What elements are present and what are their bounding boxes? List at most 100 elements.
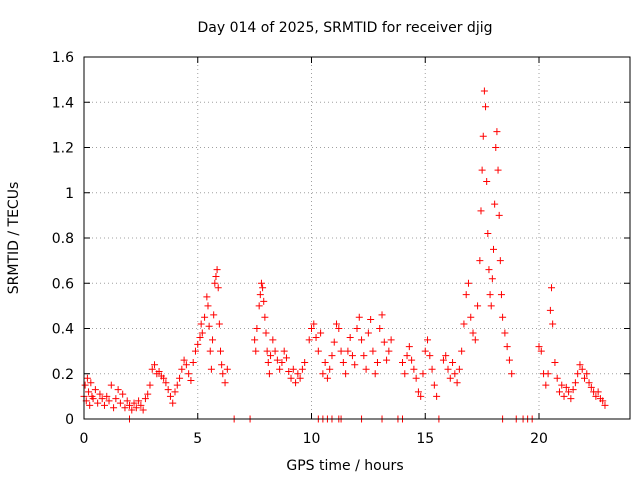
data-point-marker bbox=[252, 347, 260, 355]
x-axis-label: GPS time / hours bbox=[286, 458, 403, 474]
data-point-marker bbox=[546, 306, 554, 314]
data-point-marker bbox=[146, 381, 154, 389]
data-point-marker bbox=[583, 370, 591, 378]
data-point-marker bbox=[508, 370, 516, 378]
data-point-marker bbox=[198, 329, 206, 337]
data-point-marker bbox=[351, 361, 359, 369]
data-point-marker bbox=[119, 390, 127, 398]
data-point-marker bbox=[408, 356, 416, 364]
data-point-marker bbox=[574, 370, 582, 378]
data-point-marker bbox=[419, 370, 427, 378]
data-point-marker bbox=[278, 358, 286, 366]
data-point-marker bbox=[488, 275, 496, 283]
data-point-marker bbox=[353, 325, 361, 332]
data-point-marker bbox=[123, 397, 131, 405]
data-point-marker bbox=[219, 370, 227, 378]
data-point-marker bbox=[493, 128, 501, 136]
data-point-marker bbox=[601, 401, 609, 409]
data-point-marker bbox=[197, 320, 205, 328]
data-point-marker bbox=[126, 401, 133, 409]
data-point-marker bbox=[482, 103, 490, 111]
data-point-marker bbox=[273, 356, 281, 364]
data-point-marker bbox=[137, 401, 145, 409]
data-point-marker bbox=[328, 352, 336, 360]
data-point-marker bbox=[490, 245, 497, 253]
data-point-marker bbox=[486, 291, 494, 299]
data-point-marker bbox=[335, 325, 343, 332]
data-point-marker bbox=[555, 388, 563, 396]
data-point-marker bbox=[399, 358, 406, 366]
data-point-marker bbox=[211, 279, 219, 287]
data-point-marker bbox=[346, 334, 354, 342]
data-point-marker bbox=[412, 374, 420, 382]
data-point-marker bbox=[581, 374, 588, 382]
data-point-marker bbox=[317, 329, 325, 337]
data-point-marker bbox=[91, 386, 99, 394]
data-point-marker bbox=[178, 365, 186, 373]
data-point-marker bbox=[257, 279, 265, 287]
data-point-marker bbox=[116, 399, 124, 407]
data-point-marker bbox=[296, 374, 304, 382]
data-point-marker bbox=[223, 365, 231, 373]
data-point-marker bbox=[319, 370, 327, 378]
data-point-marker bbox=[587, 383, 595, 391]
data-point-marker bbox=[378, 311, 386, 319]
data-point-marker bbox=[544, 370, 552, 378]
data-point-marker bbox=[424, 336, 432, 344]
data-point-marker bbox=[100, 401, 108, 409]
data-point-marker bbox=[94, 399, 102, 407]
data-point-marker bbox=[160, 374, 168, 382]
data-point-marker bbox=[262, 329, 270, 337]
data-point-marker bbox=[148, 365, 156, 373]
data-point-marker bbox=[323, 374, 331, 382]
data-point-marker bbox=[176, 374, 184, 382]
data-point-marker bbox=[256, 291, 264, 299]
data-point-marker bbox=[103, 392, 111, 400]
data-point-marker bbox=[479, 132, 487, 140]
data-point-marker bbox=[139, 406, 147, 414]
data-point-marker bbox=[403, 352, 411, 360]
data-point-marker bbox=[182, 361, 190, 369]
data-point-marker bbox=[478, 166, 486, 174]
data-point-marker bbox=[205, 322, 213, 330]
data-point-marker bbox=[96, 390, 104, 398]
data-point-marker bbox=[110, 404, 118, 412]
data-point-marker bbox=[310, 320, 318, 328]
data-point-marker bbox=[492, 144, 500, 151]
data-point-marker bbox=[421, 347, 429, 355]
data-point-marker bbox=[187, 377, 195, 385]
data-point-marker bbox=[260, 297, 268, 305]
data-point-marker bbox=[263, 347, 271, 355]
chart-title: Day 014 of 2025, SRMTID for receiver dji… bbox=[198, 20, 493, 36]
y-tick-label: 0.6 bbox=[52, 276, 74, 292]
data-point-marker bbox=[255, 302, 263, 310]
data-point-marker bbox=[474, 302, 482, 310]
data-point-marker bbox=[298, 365, 306, 373]
data-point-marker bbox=[348, 352, 356, 360]
data-point-marker bbox=[542, 381, 550, 389]
data-point-marker bbox=[491, 200, 499, 208]
data-point-marker bbox=[112, 395, 120, 403]
data-point-marker bbox=[342, 370, 350, 378]
data-point-marker bbox=[194, 340, 202, 348]
data-point-marker bbox=[449, 358, 457, 366]
data-point-marker bbox=[385, 347, 393, 355]
data-point-marker bbox=[301, 358, 309, 366]
data-point-marker bbox=[487, 302, 495, 310]
data-point-marker bbox=[592, 392, 600, 400]
data-point-marker bbox=[267, 352, 275, 360]
axis-ticks bbox=[83, 56, 630, 420]
data-point-marker bbox=[387, 336, 395, 344]
data-point-marker bbox=[121, 404, 129, 412]
data-point-marker bbox=[289, 365, 297, 373]
data-point-marker bbox=[98, 395, 106, 403]
data-point-marker bbox=[189, 358, 197, 366]
data-point-marker bbox=[569, 386, 577, 394]
data-point-marker bbox=[483, 177, 491, 185]
data-point-marker bbox=[206, 347, 214, 355]
data-point-marker bbox=[495, 211, 503, 219]
data-point-marker bbox=[549, 320, 557, 328]
data-point-marker bbox=[446, 374, 454, 382]
data-point-marker bbox=[144, 390, 152, 398]
data-point-marker bbox=[496, 257, 504, 265]
